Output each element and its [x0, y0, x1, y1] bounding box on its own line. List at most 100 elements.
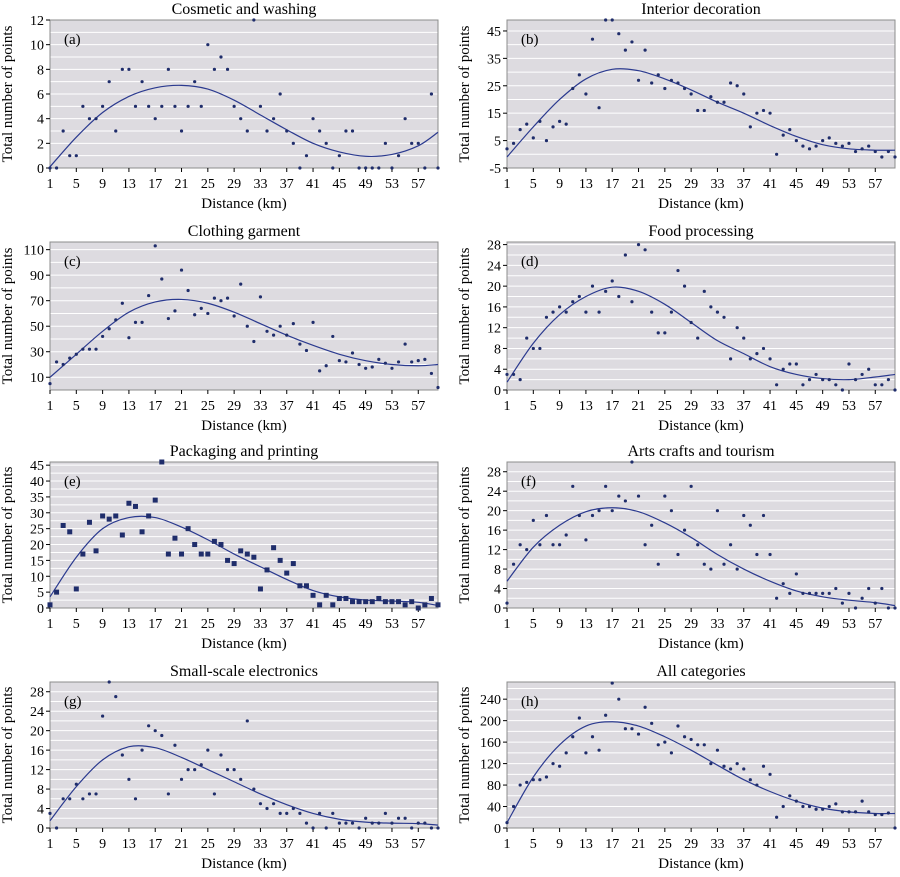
- data-point: [840, 601, 844, 605]
- data-point: [551, 543, 555, 547]
- data-point: [363, 599, 369, 605]
- data-point: [120, 301, 124, 305]
- x-tick-label: 1: [47, 837, 54, 852]
- data-point: [298, 342, 302, 346]
- data-point: [564, 122, 568, 126]
- data-point: [410, 826, 414, 830]
- data-point: [284, 570, 290, 576]
- data-point: [344, 360, 348, 364]
- x-tick-label: 49: [816, 399, 830, 414]
- data-point: [722, 764, 726, 768]
- chart-panel: 0 4 8 12 16 20 24 28 1 5 9 13 17 21 25 29 33 37 41 45 49 53 57…: [457, 223, 897, 434]
- x-tick-label: 25: [201, 399, 215, 414]
- data-point: [113, 513, 119, 519]
- x-tick-label: 41: [306, 837, 320, 852]
- data-point: [748, 523, 752, 527]
- data-point: [265, 129, 269, 133]
- data-point: [199, 104, 203, 108]
- x-tick-label: 41: [306, 399, 320, 414]
- data-point: [538, 346, 542, 351]
- x-tick-label: 13: [122, 177, 136, 192]
- panel-label: (d): [521, 254, 539, 270]
- data-point: [285, 129, 289, 133]
- x-tick-label: 25: [201, 837, 215, 852]
- data-point: [343, 595, 349, 601]
- data-point: [370, 365, 374, 369]
- data-point: [781, 582, 785, 586]
- data-point: [403, 342, 407, 346]
- data-point: [860, 372, 864, 377]
- y-axis-label: Total number of points: [0, 25, 16, 162]
- data-point: [604, 18, 608, 22]
- data-point: [558, 764, 562, 768]
- fit-curve: [506, 507, 896, 607]
- data-point: [74, 782, 78, 786]
- data-point: [396, 816, 401, 820]
- data-point: [584, 92, 588, 96]
- data-point: [331, 334, 335, 339]
- y-tick-label: 28: [30, 686, 44, 701]
- data-point: [350, 351, 355, 355]
- y-tick-label: 25: [30, 523, 44, 538]
- x-tick-label: 41: [763, 837, 777, 852]
- x-tick-label: 17: [605, 617, 619, 632]
- y-tick-label: -5: [489, 162, 501, 177]
- data-point: [538, 119, 542, 124]
- y-tick-label: 4: [37, 113, 44, 128]
- data-point: [173, 309, 177, 313]
- data-point: [290, 561, 296, 567]
- data-point: [511, 562, 516, 566]
- data-point: [531, 346, 535, 351]
- x-tick-label: 21: [175, 617, 189, 632]
- data-point: [722, 562, 726, 566]
- x-tick-label: 49: [359, 617, 373, 632]
- data-point: [781, 133, 785, 137]
- data-point: [650, 721, 654, 725]
- x-tick-label: 41: [306, 177, 320, 192]
- y-tick-label: 24: [30, 705, 44, 720]
- x-tick-label: 13: [122, 837, 136, 852]
- x-tick-label: 33: [710, 617, 724, 632]
- data-point: [376, 595, 382, 601]
- y-tick-label: 8: [494, 342, 501, 357]
- data-point: [61, 797, 65, 801]
- y-tick-label: 45: [30, 459, 44, 474]
- data-point: [873, 601, 877, 605]
- data-point: [643, 543, 647, 547]
- data-point: [179, 777, 184, 781]
- data-point: [318, 811, 322, 816]
- data-point: [304, 348, 309, 353]
- panel-label: (c): [64, 254, 81, 270]
- data-point: [630, 300, 634, 304]
- data-point: [742, 336, 746, 340]
- data-point: [755, 352, 759, 356]
- data-point: [834, 141, 838, 145]
- chart-title: Arts crafts and tourism: [627, 443, 775, 460]
- x-axis-label: Distance (km): [658, 636, 743, 652]
- data-point: [728, 357, 733, 361]
- data-point: [311, 320, 315, 324]
- data-point: [278, 811, 282, 816]
- data-point: [564, 751, 568, 755]
- data-point: [429, 826, 434, 830]
- x-tick-label: 17: [605, 837, 619, 852]
- data-point: [423, 357, 427, 361]
- x-tick-label: 45: [332, 617, 346, 632]
- x-tick-label: 5: [73, 177, 80, 192]
- chart-panel: 0 4 8 12 16 20 24 28 1 5 9 13 17 21 25 29 33 37 41 45 49 53 57…: [0, 663, 440, 872]
- data-point: [748, 125, 752, 129]
- data-point: [429, 371, 434, 376]
- data-point: [558, 543, 562, 547]
- chart-panel: 10 30 50 70 90 110 1 5 9 13 17 21 25 29 33 37 41 45 49 53 57…: [0, 223, 440, 434]
- data-point: [735, 567, 739, 571]
- data-point: [357, 362, 361, 367]
- y-tick-label: 30: [30, 346, 44, 361]
- data-point: [271, 117, 276, 121]
- y-tick-label: 20: [487, 280, 501, 295]
- data-point: [264, 567, 270, 573]
- data-point: [505, 147, 509, 151]
- data-point: [682, 284, 687, 288]
- y-tick-label: 12: [487, 322, 501, 337]
- data-point: [410, 141, 414, 145]
